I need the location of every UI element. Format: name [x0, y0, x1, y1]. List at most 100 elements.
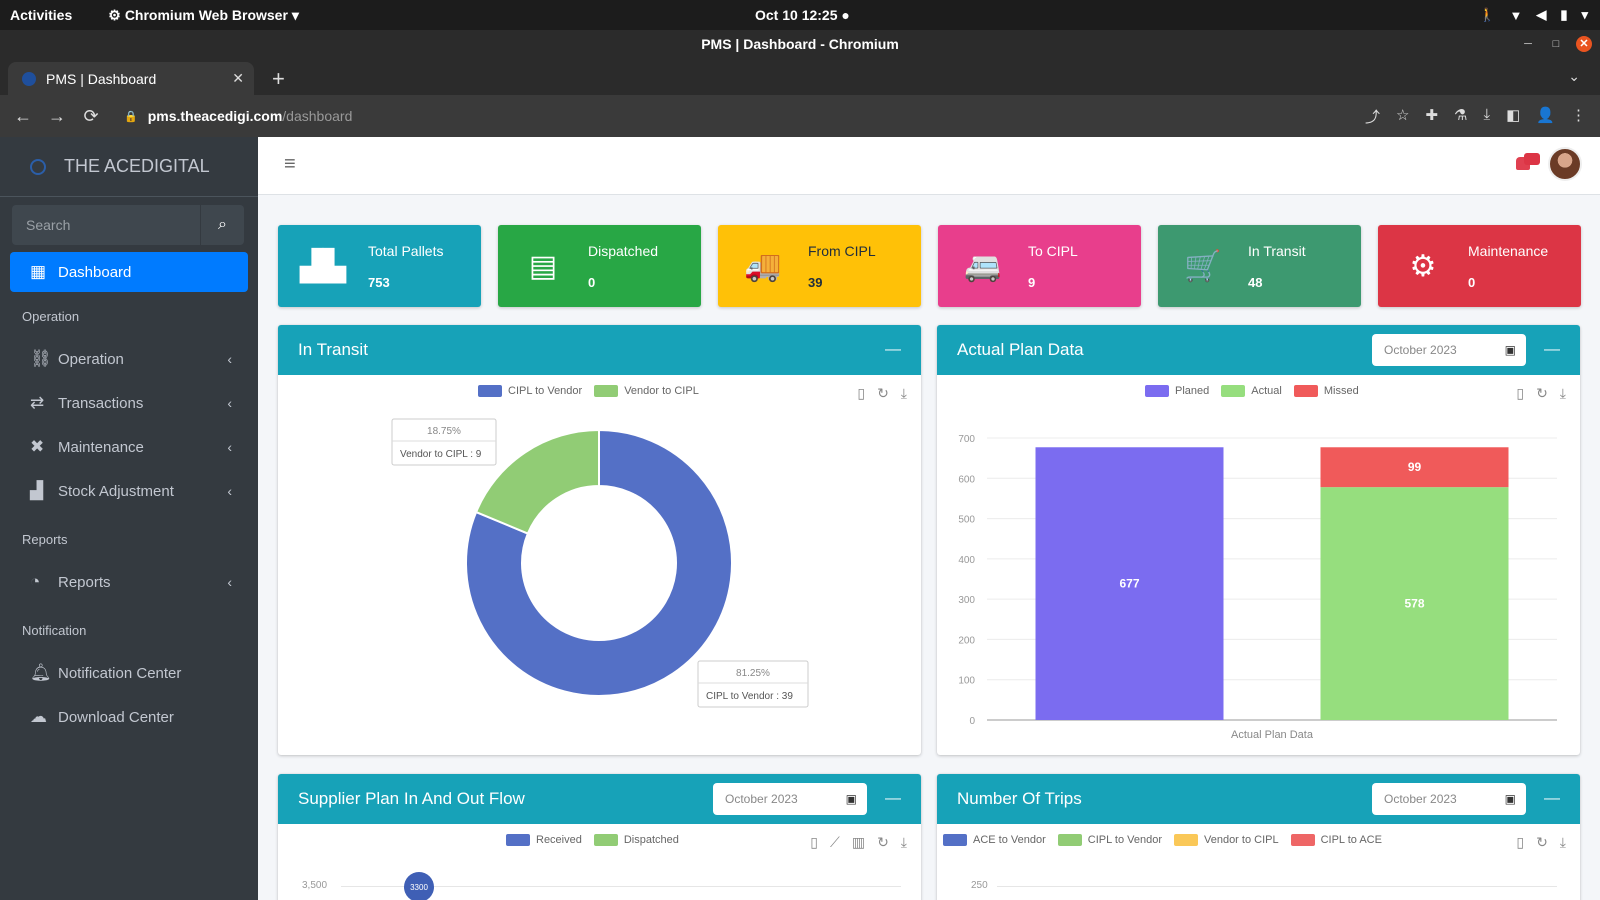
collapse-icon[interactable]: — — [885, 341, 901, 358]
save-image-icon[interactable]: ⤓ — [1559, 385, 1566, 401]
bar-planed[interactable] — [1035, 447, 1224, 720]
sidebar-item-download-center[interactable]: ☁ Download Center — [10, 697, 248, 737]
stat-card-dispatched[interactable]: ▤ Dispatched 0 — [498, 225, 701, 307]
reload-button[interactable]: ⟳ — [83, 105, 99, 126]
system-tray[interactable]: 🚶 ▼ ◀ ▮ ▾ — [1479, 7, 1588, 23]
sidebar-item-notification-center[interactable]: 🔔︎ Notification Center — [10, 653, 248, 693]
bar-missed[interactable] — [1320, 447, 1509, 488]
legend-item[interactable]: CIPL to ACE — [1290, 834, 1382, 847]
restore-icon[interactable]: ↻ — [877, 834, 889, 850]
legend-item[interactable]: CIPL to Vendor — [1057, 834, 1162, 847]
restore-icon[interactable]: ↻ — [1536, 834, 1548, 850]
sidebar-item-dashboard[interactable]: ▦ Dashboard — [10, 252, 248, 292]
kebab-menu-icon[interactable]: ⋮ — [1571, 106, 1586, 124]
stat-card-in-transit[interactable]: 🛒 In Transit 48 — [1158, 225, 1361, 307]
stat-label: In Transit — [1248, 242, 1306, 259]
donut-slice-cipl-to-vendor[interactable] — [465, 428, 733, 697]
stat-card-total-pallets[interactable]: ▟▙ Total Pallets 753 — [278, 225, 481, 307]
legend-item[interactable]: CIPL to Vendor — [478, 385, 582, 398]
maximize-button[interactable]: □ — [1552, 38, 1560, 50]
tab-search-icon[interactable]: ⌄ — [1568, 68, 1580, 84]
data-view-icon[interactable]: ▯ — [857, 385, 866, 401]
legend-label: CIPL to ACE — [1320, 834, 1382, 846]
share-icon[interactable]: ⤴ — [1364, 108, 1380, 126]
bar-actual[interactable] — [1320, 487, 1509, 720]
month-picker[interactable]: October 2023 ▣ — [1372, 334, 1526, 366]
url-field[interactable]: 🔒 pms.theacedigi.com /dashboard — [124, 108, 352, 124]
clock-text: Oct 10 12:25 — [755, 7, 838, 23]
legend-item[interactable]: Actual — [1221, 385, 1282, 398]
stat-card-maintenance[interactable]: ⚙ Maintenance 0 — [1378, 225, 1581, 307]
labs-icon[interactable]: ⚗ — [1454, 106, 1468, 124]
legend-item[interactable]: ACE to Vendor — [943, 834, 1046, 847]
restore-icon[interactable]: ↻ — [1536, 385, 1548, 401]
bar-chart-icon[interactable]: ▥ — [851, 834, 866, 850]
brand-link[interactable]: THE ACEDIGITAL — [0, 137, 258, 197]
dashboard-icon: ▦ — [30, 262, 47, 281]
bar-data-label: 99 — [1408, 460, 1422, 474]
legend-item[interactable]: Planed — [1145, 385, 1209, 398]
new-tab-button[interactable]: + — [272, 66, 285, 91]
stat-card-from-cipl[interactable]: 🚚 From CIPL 39 — [718, 225, 921, 307]
stat-card-to-cipl[interactable]: 🚐 To CIPL 9 — [938, 225, 1141, 307]
data-point-marker[interactable]: 3300 — [404, 872, 434, 900]
browser-tab[interactable]: PMS | Dashboard ✕ — [8, 62, 254, 95]
line-chart-icon[interactable]: ⟋ — [830, 834, 840, 850]
stacked-bar-chart: 0 100 200 300 400 500 600 700 677 578 99 Actual Pla… — [958, 434, 1557, 741]
data-view-icon[interactable]: ▯ — [810, 834, 819, 850]
side-panel-icon[interactable]: ◧ — [1506, 106, 1521, 124]
sidebar-item-operation[interactable]: ⛓ Operation ‹ — [10, 339, 248, 379]
data-view-icon[interactable]: ▯ — [1516, 834, 1525, 850]
legend-item[interactable]: Vendor to CIPL — [594, 385, 699, 398]
minimize-button[interactable]: ─ — [1524, 38, 1532, 50]
search-input[interactable] — [12, 205, 200, 245]
data-view-icon[interactable]: ▯ — [1516, 385, 1525, 401]
save-image-icon[interactable]: ⤓ — [900, 834, 907, 850]
collapse-icon[interactable]: — — [1544, 790, 1560, 807]
save-image-icon[interactable]: ⤓ — [900, 385, 907, 401]
legend-swatch — [1057, 834, 1082, 847]
grid-line — [997, 886, 1557, 887]
sidebar-item-transactions[interactable]: ⇄ Transactions ‹ — [10, 383, 248, 423]
download-icon[interactable]: ⤓ — [1483, 105, 1491, 123]
sidebar-item-stock-adjustment[interactable]: ▟ Stock Adjustment ‹ — [10, 471, 248, 511]
sidebar-item-reports[interactable]: ◔ Reports ‹ — [10, 562, 248, 602]
url-path: /dashboard — [282, 108, 353, 124]
x-axis-label: Actual Plan Data — [1231, 729, 1314, 741]
hamburger-menu-icon[interactable]: ≡ — [284, 153, 296, 175]
lock-icon: 🔒 — [124, 110, 138, 123]
tab-close-icon[interactable]: ✕ — [232, 70, 244, 86]
notification-badge — [1524, 153, 1540, 165]
search-icon[interactable]: ⌕ — [200, 205, 244, 245]
tab-title: PMS | Dashboard — [46, 70, 157, 87]
profile-icon[interactable]: 👤 — [1536, 106, 1555, 124]
restore-icon[interactable]: ↻ — [877, 385, 889, 401]
clock[interactable]: Oct 10 12:25 ● — [755, 7, 850, 23]
collapse-icon[interactable]: — — [1544, 341, 1560, 358]
close-window-button[interactable]: ✕ — [1576, 36, 1592, 52]
card-title: In Transit — [298, 340, 368, 359]
avatar[interactable] — [1548, 147, 1582, 181]
back-button[interactable]: ← — [14, 105, 32, 126]
bookmark-star-icon[interactable]: ☆ — [1396, 106, 1410, 124]
donut-slice-vendor-to-cipl[interactable] — [474, 428, 600, 535]
month-picker[interactable]: October 2023 ▣ — [713, 783, 867, 815]
tooltip-percent: 81.25% — [736, 668, 770, 679]
month-picker[interactable]: October 2023 ▣ — [1372, 783, 1526, 815]
chart-legend: ACE to Vendor CIPL to Vendor Vendor to C… — [943, 834, 1382, 847]
url-host: pms.theacedigi.com — [147, 108, 283, 124]
legend-item[interactable]: Missed — [1293, 385, 1359, 398]
app-menu[interactable]: ⚙ Chromium Web Browser ▾ — [108, 7, 299, 24]
sidebar-item-maintenance[interactable]: ✖ Maintenance ‹ — [10, 427, 248, 467]
extensions-icon[interactable]: ✚ — [1425, 106, 1439, 124]
legend-item[interactable]: Received — [506, 834, 582, 847]
legend-item[interactable]: Vendor to CIPL — [1173, 834, 1279, 847]
supplier-flow-card: Supplier Plan In And Out Flow October 20… — [278, 774, 921, 900]
forward-button[interactable]: → — [48, 105, 66, 126]
activities-button[interactable]: Activities — [10, 7, 73, 23]
van-icon: 🚐 — [964, 249, 1002, 283]
save-image-icon[interactable]: ⤓ — [1559, 834, 1566, 850]
collapse-icon[interactable]: — — [885, 790, 901, 807]
legend-item[interactable]: Dispatched — [593, 834, 679, 847]
notifications-bell-icon[interactable] — [1516, 153, 1540, 173]
